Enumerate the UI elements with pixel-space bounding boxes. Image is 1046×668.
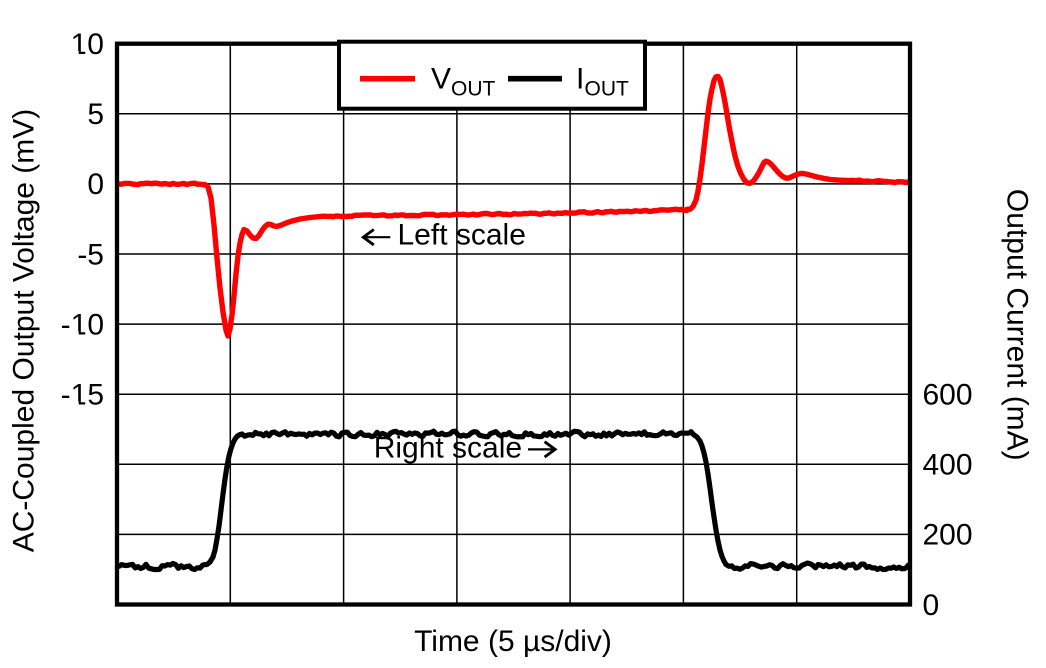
svg-text:I: I: [576, 63, 584, 96]
svg-text:Left scale: Left scale: [398, 219, 526, 252]
svg-text:-15: -15: [61, 379, 104, 412]
svg-text:AC-Coupled Output Voltage (mV): AC-Coupled Output Voltage (mV): [8, 109, 41, 553]
svg-text:Output Current (mA): Output Current (mA): [1001, 189, 1034, 461]
svg-text:0: 0: [87, 168, 104, 201]
svg-text:Right scale: Right scale: [374, 432, 522, 465]
svg-text:OUT: OUT: [585, 77, 630, 100]
svg-text:-5: -5: [77, 238, 104, 271]
svg-text:V: V: [431, 63, 451, 96]
svg-text:-10: -10: [61, 308, 104, 341]
svg-text:5: 5: [87, 98, 104, 131]
svg-text:0: 0: [923, 589, 940, 622]
svg-text:200: 200: [923, 519, 973, 552]
svg-text:OUT: OUT: [451, 77, 496, 100]
svg-text:10: 10: [71, 28, 104, 61]
svg-text:600: 600: [923, 379, 973, 412]
svg-text:Time (5 µs/div): Time (5 µs/div): [414, 625, 612, 658]
svg-text:400: 400: [923, 449, 973, 482]
